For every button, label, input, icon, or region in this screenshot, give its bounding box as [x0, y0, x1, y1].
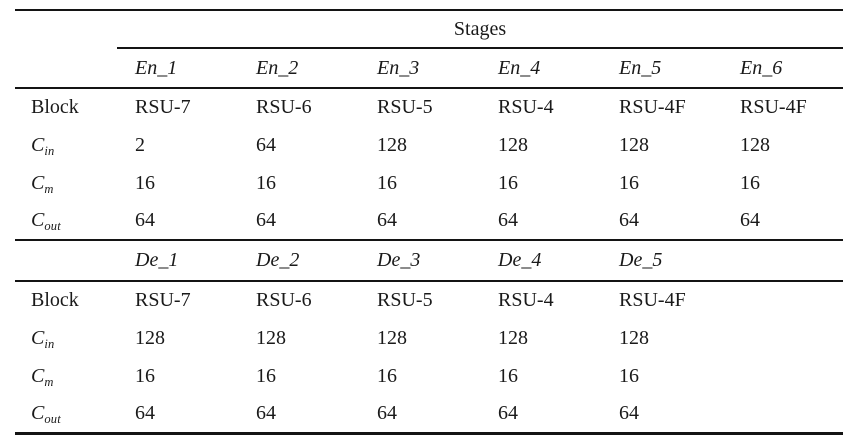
encoder-block-row: Block RSU-7 RSU-6 RSU-5 RSU-4 RSU-4F RSU…	[15, 88, 843, 126]
encoder-cin-value: 128	[377, 133, 407, 156]
cm-symbol: C	[31, 171, 45, 194]
encoder-stage-name-row: En_1 En_2 En_3 En_4 En_5 En_6	[15, 48, 843, 89]
decoder-cout-value: 64	[256, 401, 276, 424]
encoder-stage-label: En_5	[601, 48, 722, 89]
decoder-block-value: RSU-6	[256, 289, 312, 311]
decoder-cout-row: Cout 64 64 64 64 64	[15, 395, 843, 433]
decoder-cout-value: 64	[619, 401, 639, 424]
encoder-cm-value: 16	[377, 171, 397, 194]
decoder-block-value: RSU-7	[135, 289, 191, 311]
encoder-cout-value: 64	[238, 202, 359, 241]
encoder-block-value: RSU-4F	[740, 96, 807, 118]
encoder-cin-row: Cin 2 64 128 128 128 128	[15, 126, 843, 164]
decoder-cm-value: 16	[256, 364, 276, 387]
encoder-cm-row: Cm 16 16 16 16 16 16	[15, 164, 843, 202]
row-label-cm-encoder: Cm	[15, 164, 117, 202]
decoder-cm-value: 16	[377, 364, 397, 387]
encoder-stage-label: En_1	[117, 48, 238, 89]
encoder-cin-value: 128	[619, 133, 649, 156]
cin-symbol: C	[31, 326, 45, 349]
encoder-stage-label: En_6	[722, 48, 843, 89]
cm-subscript: m	[44, 374, 54, 389]
decoder-cm-value	[722, 357, 843, 395]
decoder-block-value	[722, 281, 843, 319]
decoder-cin-value: 128	[135, 326, 165, 349]
row-label-cin-encoder: Cin	[15, 126, 117, 164]
corner-cell	[15, 240, 117, 282]
encoder-cm-value: 16	[498, 171, 518, 194]
decoder-cin-value: 128	[256, 326, 286, 349]
decoder-stage-label	[722, 240, 843, 282]
row-label-block-decoder: Block	[31, 289, 79, 311]
encoder-cin-value: 64	[256, 133, 276, 156]
decoder-block-value: RSU-5	[377, 289, 433, 311]
decoder-cin-value: 128	[619, 326, 649, 349]
encoder-cout-value: 64	[722, 202, 843, 241]
decoder-cout-value: 64	[135, 401, 155, 424]
encoder-cout-value: 64	[117, 202, 238, 241]
decoder-cin-value	[722, 319, 843, 357]
encoder-stage-label: En_4	[480, 48, 601, 89]
decoder-cm-value: 16	[135, 364, 155, 387]
encoder-cout-value: 64	[601, 202, 722, 241]
encoder-block-value: RSU-4F	[619, 96, 686, 118]
cm-subscript: m	[44, 181, 54, 196]
encoder-cm-value: 16	[740, 171, 760, 194]
corner-cell	[15, 10, 117, 48]
decoder-stage-label: De_4	[480, 240, 601, 282]
stages-header-row: Stages	[15, 10, 843, 49]
decoder-block-value: RSU-4F	[619, 289, 686, 311]
decoder-stage-name-row: De_1 De_2 De_3 De_4 De_5	[15, 240, 843, 282]
decoder-stage-label: De_5	[601, 240, 722, 282]
row-label-block-encoder: Block	[31, 96, 79, 118]
encoder-cm-value: 16	[619, 171, 639, 194]
decoder-cm-value: 16	[498, 364, 518, 387]
cm-symbol: C	[31, 364, 45, 387]
encoder-cm-value: 16	[256, 171, 276, 194]
cin-symbol: C	[31, 133, 45, 156]
decoder-block-value: RSU-4	[498, 289, 554, 311]
cin-subscript: in	[44, 143, 55, 158]
decoder-cout-value: 64	[377, 401, 397, 424]
decoder-stage-label: De_3	[359, 240, 480, 282]
encoder-block-value: RSU-5	[377, 96, 433, 118]
encoder-cout-value: 64	[359, 202, 480, 241]
encoder-block-value: RSU-7	[135, 96, 191, 118]
cout-symbol: C	[31, 401, 45, 424]
encoder-block-value: RSU-4	[498, 96, 554, 118]
decoder-cin-row: Cin 128 128 128 128 128	[15, 319, 843, 357]
stage-configuration-table: Stages En_1 En_2 En_3 En_4 En_5 En_6 Blo…	[15, 9, 843, 435]
corner-cell	[15, 48, 117, 89]
row-label-cm-decoder: Cm	[15, 357, 117, 395]
row-label-cout-encoder: Cout	[15, 202, 117, 241]
row-label-cin-decoder: Cin	[15, 319, 117, 357]
encoder-cin-value: 2	[135, 133, 145, 156]
cout-symbol: C	[31, 209, 45, 231]
decoder-cout-value: 64	[498, 401, 518, 424]
decoder-cm-value: 16	[619, 364, 639, 387]
decoder-cm-row: Cm 16 16 16 16 16	[15, 357, 843, 395]
decoder-cout-value	[722, 395, 843, 433]
decoder-cin-value: 128	[377, 326, 407, 349]
cin-subscript: in	[44, 336, 55, 351]
decoder-block-row: Block RSU-7 RSU-6 RSU-5 RSU-4 RSU-4F	[15, 281, 843, 319]
encoder-block-value: RSU-6	[256, 96, 312, 118]
encoder-cm-value: 16	[135, 171, 155, 194]
cout-subscript: out	[44, 411, 61, 426]
row-label-cout-decoder: Cout	[15, 395, 117, 433]
decoder-stage-label: De_1	[117, 240, 238, 282]
encoder-cout-value: 64	[480, 202, 601, 241]
encoder-cin-value: 128	[498, 133, 528, 156]
encoder-stage-label: En_3	[359, 48, 480, 89]
encoder-cout-row: Cout 64 64 64 64 64 64	[15, 202, 843, 241]
encoder-cin-value: 128	[740, 133, 770, 156]
cout-subscript: out	[44, 219, 61, 233]
encoder-stage-label: En_2	[238, 48, 359, 89]
stages-header: Stages	[117, 10, 843, 49]
decoder-stage-label: De_2	[238, 240, 359, 282]
decoder-cin-value: 128	[498, 326, 528, 349]
